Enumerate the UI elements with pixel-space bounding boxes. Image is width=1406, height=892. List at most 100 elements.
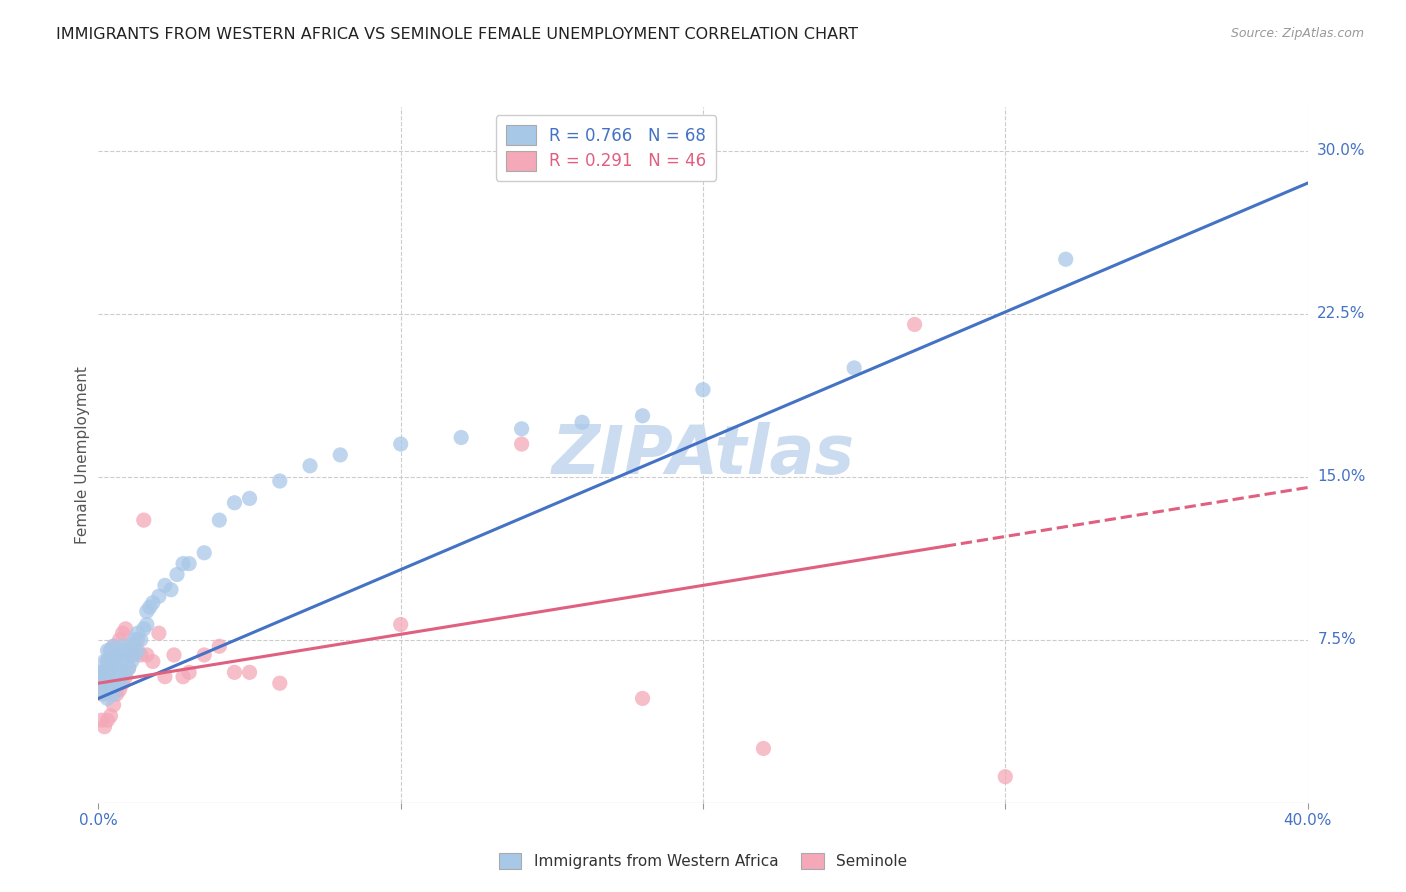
Point (135, 605, 157, 619)
Point (93, 720, 115, 734)
Point (132, 513, 155, 527)
Point (108, 665, 131, 680)
Point (239, 665, 262, 680)
Point (844, 360, 866, 375)
Point (114, 648, 136, 662)
Point (103, 639, 125, 653)
Point (96, 665, 118, 680)
Point (100, 708, 122, 723)
Point (121, 655, 143, 669)
Point (100, 643, 122, 657)
Point (105, 661, 128, 675)
Point (100, 655, 122, 669)
Point (93, 676, 115, 690)
Point (103, 698, 125, 712)
Point (114, 622, 136, 636)
Point (96, 655, 118, 669)
Point (177, 557, 201, 571)
Point (118, 661, 141, 675)
Point (90, 687, 112, 701)
Point (108, 643, 131, 657)
Point (103, 665, 125, 680)
Text: IMMIGRANTS FROM WESTERN AFRICA VS SEMINOLE FEMALE UNEMPLOYMENT CORRELATION CHART: IMMIGRANTS FROM WESTERN AFRICA VS SEMINO… (56, 27, 858, 42)
Point (105, 676, 128, 690)
Point (96, 655, 118, 669)
Point (269, 474, 291, 488)
Text: Source: ZipAtlas.com: Source: ZipAtlas.com (1230, 27, 1364, 40)
Text: 7.5%: 7.5% (1317, 632, 1355, 648)
Point (193, 546, 215, 560)
Point (108, 655, 131, 669)
Point (224, 496, 246, 510)
Point (389, 437, 412, 451)
Point (389, 617, 412, 632)
Legend: Immigrants from Western Africa, Seminole: Immigrants from Western Africa, Seminole (492, 847, 914, 875)
Point (299, 458, 322, 473)
Point (111, 655, 134, 669)
Text: 15.0%: 15.0% (1317, 469, 1365, 484)
Point (692, 383, 714, 397)
Point (93, 655, 115, 669)
Point (127, 626, 149, 640)
Point (163, 648, 186, 662)
Point (208, 639, 231, 653)
Point (103, 655, 125, 669)
Point (224, 665, 246, 680)
Point (153, 578, 176, 592)
Point (124, 639, 146, 653)
Y-axis label: Female Unemployment: Female Unemployment (75, 366, 90, 544)
Point (127, 643, 149, 657)
Point (329, 448, 352, 462)
Point (90, 665, 112, 680)
Point (103, 639, 125, 653)
Point (172, 557, 194, 571)
Point (129, 648, 152, 662)
Point (148, 589, 170, 603)
Point (510, 437, 533, 451)
Point (96, 676, 118, 690)
Point (90, 682, 112, 697)
Point (100, 661, 122, 675)
Point (510, 422, 533, 436)
Point (105, 648, 128, 662)
Point (177, 665, 201, 680)
Text: ZIPAtlas: ZIPAtlas (551, 422, 855, 488)
Point (127, 632, 149, 647)
Point (103, 676, 125, 690)
Legend: R = 0.766   N = 68, R = 0.291   N = 46: R = 0.766 N = 68, R = 0.291 N = 46 (496, 115, 717, 180)
Point (111, 676, 134, 690)
Point (124, 632, 146, 647)
Point (90, 670, 112, 684)
Point (105, 687, 128, 701)
Point (752, 741, 775, 756)
Point (571, 415, 593, 429)
Point (93, 665, 115, 680)
Point (111, 670, 134, 684)
Point (142, 655, 165, 669)
Point (90, 713, 112, 727)
Point (96, 643, 118, 657)
Point (135, 648, 157, 662)
Point (108, 632, 131, 647)
Point (160, 582, 183, 597)
Point (1054, 252, 1077, 267)
Point (239, 491, 262, 506)
Point (111, 626, 134, 640)
Point (93, 676, 115, 690)
Point (172, 670, 194, 684)
Point (166, 567, 188, 582)
Point (118, 643, 141, 657)
Point (114, 670, 136, 684)
Point (96, 670, 118, 684)
Point (114, 665, 136, 680)
Point (153, 670, 176, 684)
Point (269, 676, 291, 690)
Point (135, 617, 157, 632)
Point (193, 648, 215, 662)
Point (139, 600, 162, 615)
Point (142, 596, 165, 610)
Point (90, 665, 112, 680)
Point (132, 622, 155, 636)
Point (100, 670, 122, 684)
Point (631, 691, 654, 706)
